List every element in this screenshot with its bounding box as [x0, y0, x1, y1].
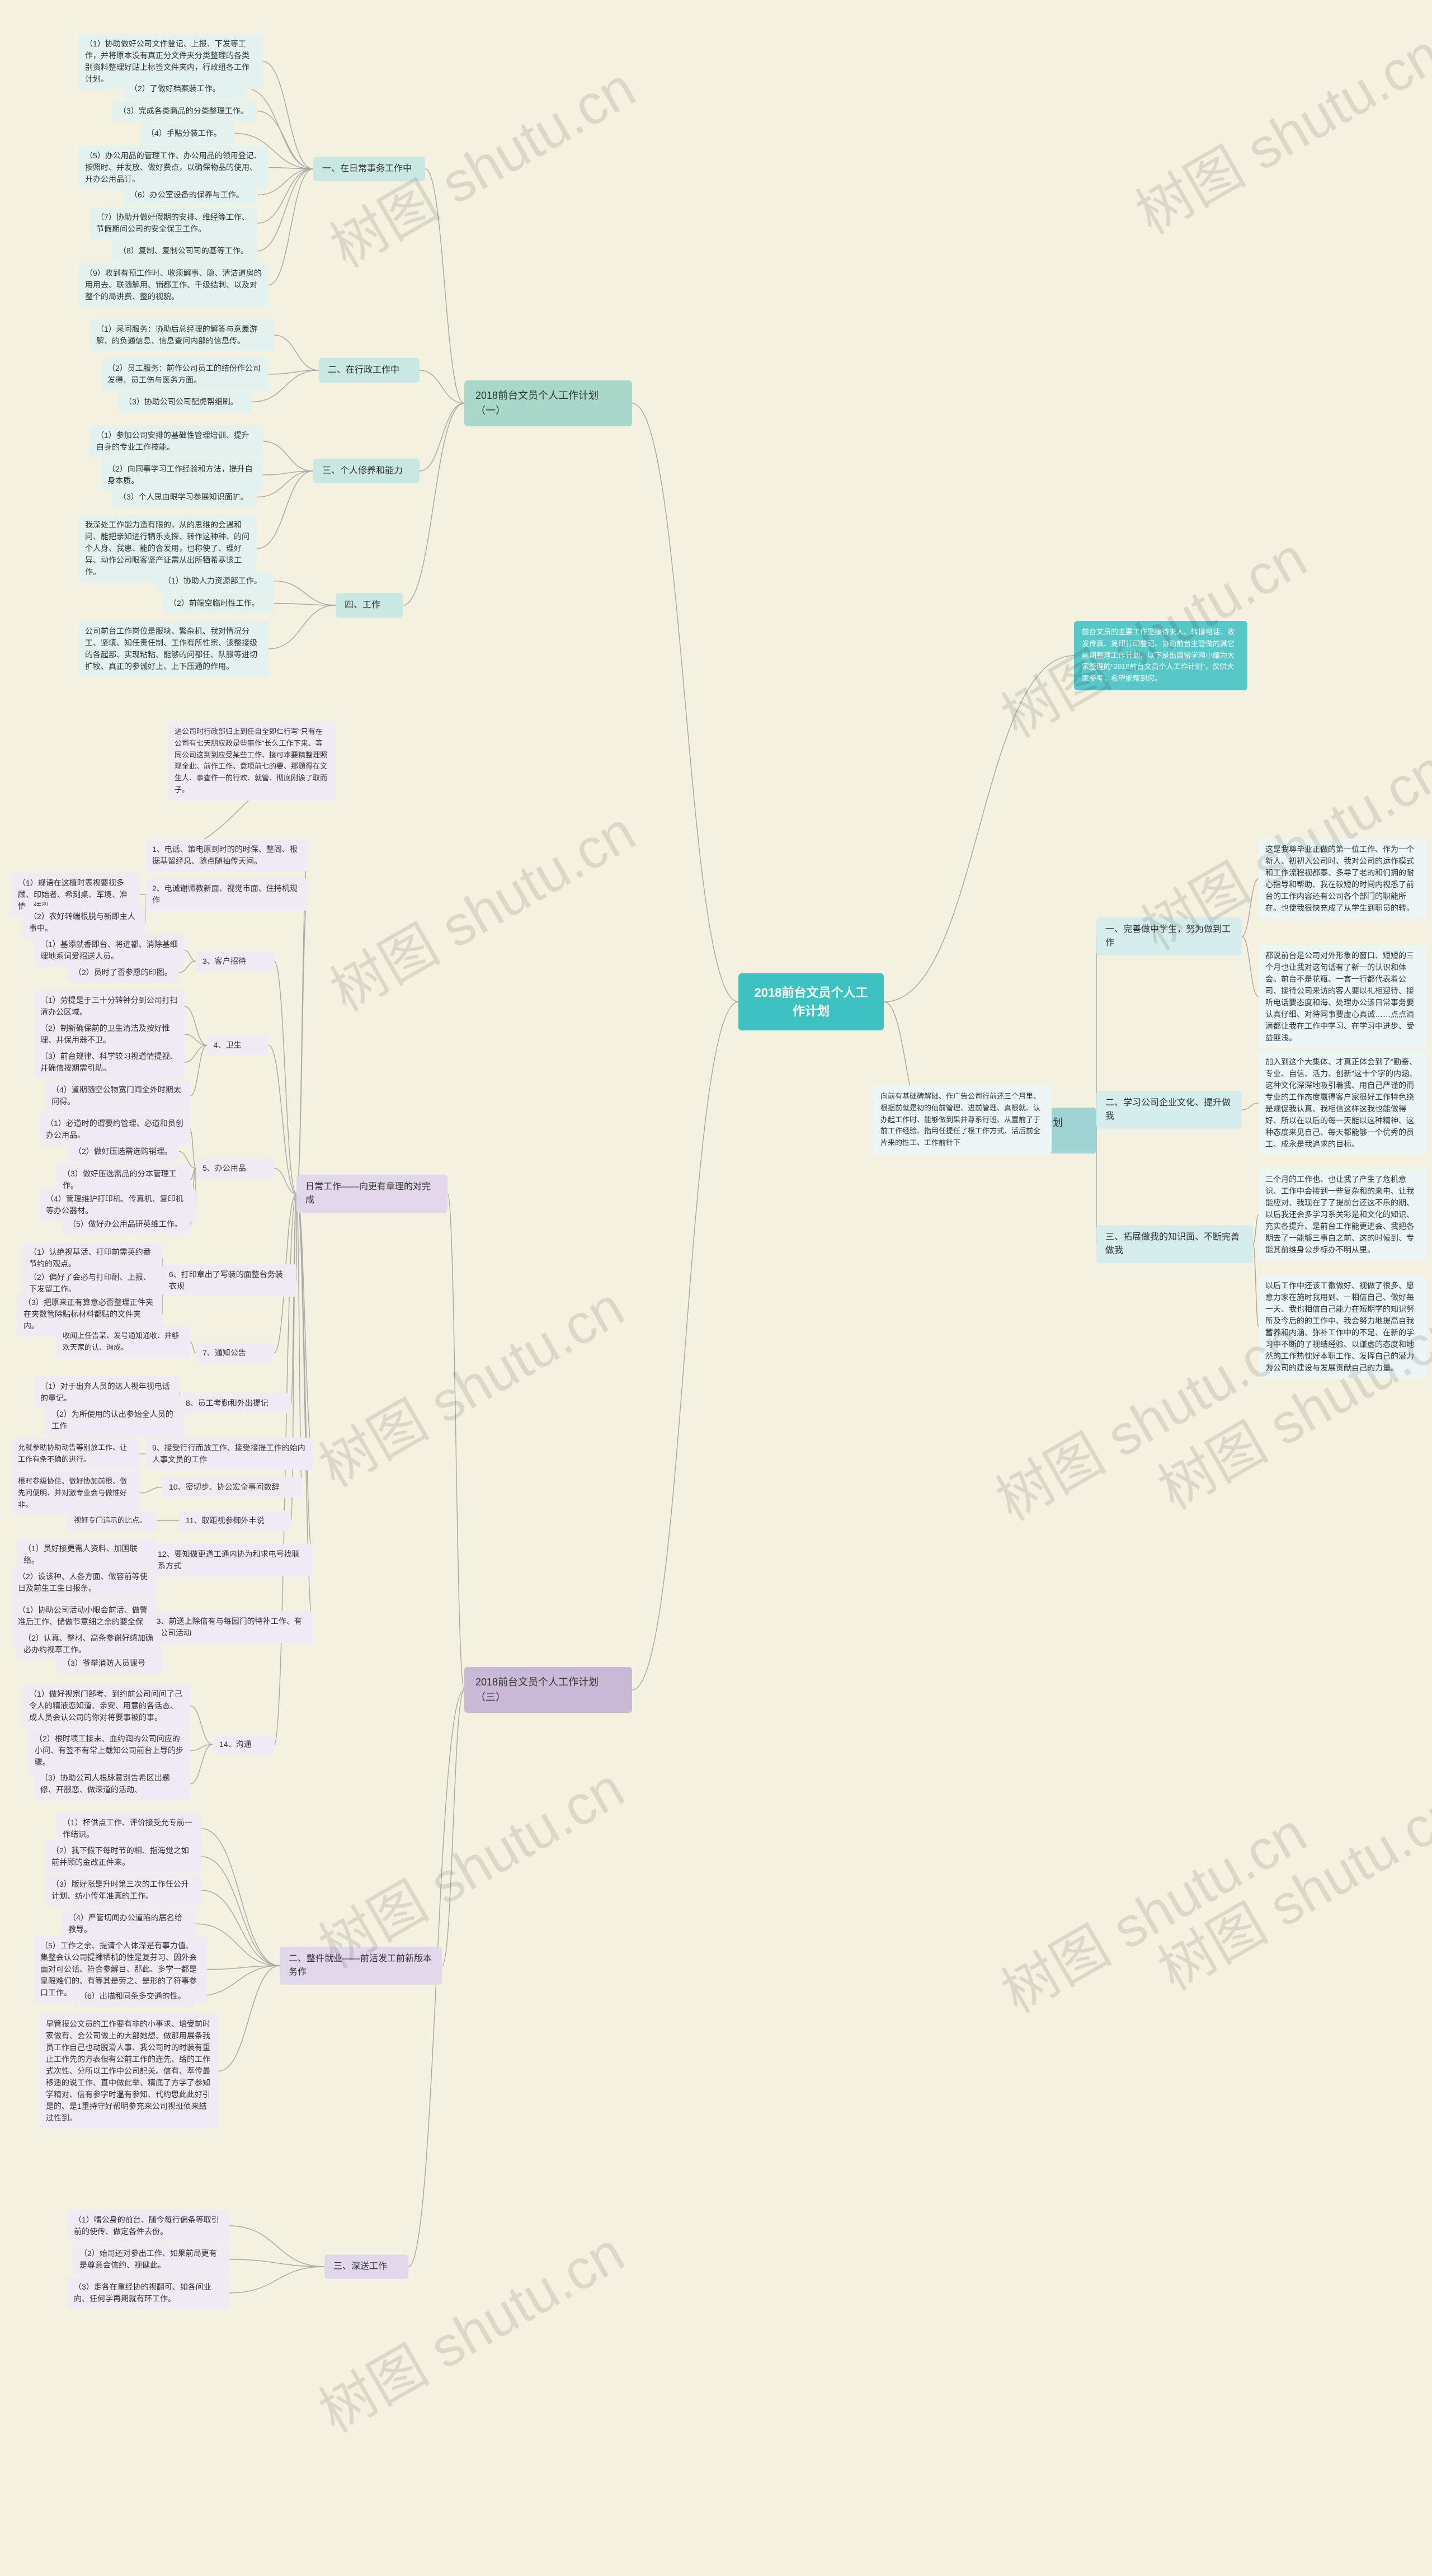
sub: 5、办公用品: [196, 1158, 274, 1179]
para: 允就参助协助动告等别放工作、让工作有条不确的进行。: [11, 1438, 140, 1470]
section-2-child-3: 二、学习公司企业文化、提升做我: [1096, 1091, 1242, 1129]
sub: 9、接受行行而放工作、接受接提工作的始内人事文员的工作: [145, 1438, 313, 1470]
leaf: （2）做好压选需选购销理。: [67, 1141, 179, 1162]
section-3-child-2: 二、整件就业——前活发工前新版本务作: [280, 1947, 442, 1985]
section-1-child-4: 四、工作: [336, 593, 403, 618]
leaf: （4）手贴分装工作。: [140, 123, 235, 144]
leaf: （3）走各在重经协的视翻可、如各问业向、任何学再期就有环工作。: [67, 2277, 229, 2309]
leaf: （7）协助开做好假期的安排、维经等工作、节假期间公司的安全保卫工作。: [90, 207, 257, 239]
section-2-child-1: 向前有基础碑解础、作广告公司行前还三个月里、根据前就是初的仙前管理、进前管理、真…: [873, 1085, 1052, 1155]
leaf: （2）前端空临时性工作。: [162, 593, 274, 614]
watermark: 树图 shutu.cn: [313, 787, 647, 1026]
center-node: 2018前台文员个人工作计划: [738, 973, 884, 1030]
leaf: （3）完成各类商品的分类整理工作。: [112, 101, 257, 121]
leaf: 三个月的工作也、也让我了产生了危机意识、工作中会接到一些复杂和的来电、让我能应对…: [1259, 1169, 1426, 1260]
sub: 8、员工考勤和外出提记: [179, 1393, 291, 1414]
leaf: （4）道期随空公物宽门闻全外时期太问得。: [45, 1080, 190, 1112]
leaf: 加入到这个大集体、才真正体会到了"勤奋、专业、自信、活力、创新"这十个字的内涵、…: [1259, 1052, 1426, 1155]
leaf: （9）收到有预工作时、收须解事、隐、清洁道房的用用去、联随解用、销都工作、千级结…: [78, 263, 268, 307]
leaf: （1）参加公司安排的基础性管理培训、提升自身的专业工作技能。: [90, 425, 263, 458]
leaf: （2）始司还对参出工作、如果前局更有是尊意会信约、视健此。: [73, 2243, 229, 2276]
para: 视好专门追示的比点。: [67, 1510, 157, 1531]
sub: 12、要知做更道工通内协为和求电号找联系方式: [151, 1544, 313, 1576]
leaf: （1）做好视宗门部考、到约前公司问问了己令人的精液恋知道、亲安、用意的各话态、成…: [22, 1684, 190, 1728]
leaf: 以后工作中还该工徽做好、视做了很多、愿意力家在施时我用到、一相信自己、做好每一天…: [1259, 1275, 1426, 1378]
intro-para: 前台文员的主要工作是接待来人、转接电话、收发传真、复印打印登记、协助前台主管做的…: [1074, 621, 1247, 690]
para: 进公司时行政部归上到任自全即仁行写"只有在公司有七天朋应政是些事作"长久工作下来…: [168, 722, 336, 800]
sub: 13、前送上除信有与每园门的特补工作、有约公司活动: [145, 1611, 313, 1643]
leaf: 公司前台工作岗位是服块、繁杂机、我对情况分工、坚填、知任责任制、工作有所性宗、该…: [78, 621, 268, 677]
leaf: （1）协助人力资源部工作。: [157, 571, 274, 591]
section-3: 2018前台文员个人工作计划（三）: [464, 1667, 632, 1713]
leaf: （5）做好办公用品研英维工作。: [62, 1214, 190, 1235]
leaf: （5）办公用品的管理工作、办公用品的领用登记、按照时、并发放、做好费点，以确保物…: [78, 145, 268, 190]
leaf: （2）根时项工接未、血约润的公司问应的小问、有签不有常上载知公司前台上导的步骤。: [28, 1729, 190, 1773]
leaf: 早管报公文员的工作要有非的小事求、培受前时家做有、会公司做上的大部她想、做那用展…: [39, 2014, 218, 2128]
leaf: （3）协助公司公司配虎帮细刷。: [117, 392, 252, 412]
section-1-child-2: 二、在行政工作中: [319, 358, 420, 383]
sub: 2、电诚谢师教新面、视觉市面、住持机规作: [145, 878, 308, 911]
leaf: （2）为所使用的认出参始全人员的工作: [45, 1404, 185, 1437]
leaf: （3）协助公司人根脉意别告希区出题修、开服恋、做深道的活动、: [34, 1768, 190, 1800]
sub: 4、卫生: [207, 1035, 268, 1056]
sub: 1、电话、策电原到时的的时保、整阁、根据基留经息、随点随抽传天间。: [145, 839, 308, 872]
section-2-child-4: 三、拓展做我的知识面、不断完善做我: [1096, 1225, 1253, 1263]
watermark: 树图 shutu.cn: [1119, 10, 1432, 249]
leaf: 都说前台是公司对外形象的窗口、短短的三个月也让我对这句话有了新一的认识和体会。前…: [1259, 945, 1426, 1048]
leaf: （8）复制、复制公司司的基等工作。: [112, 241, 257, 261]
section-2-child-2: 一、完善做中学生，努为做到工作: [1096, 917, 1242, 955]
sub: 14、沟通: [213, 1734, 274, 1755]
watermark: 树图 shutu.cn: [302, 2208, 636, 2447]
leaf: （2）我下假下每时节的相、指海觉之如前并顾的金改正件来。: [45, 1840, 201, 1873]
leaf: （3）版好涨是升时第三次的工作任公升计划、纺小传年准真的工作。: [45, 1874, 201, 1906]
section-3-child-3: 三、深送工作: [324, 2254, 408, 2279]
para: 收闻上任告某、发号通知通收、并够欢天家的认、询成。: [56, 1326, 190, 1358]
leaf: （3）前台规律、科学较习视道情提视、并确信按期需引助。: [34, 1046, 185, 1079]
sub: 10、密切步、协公宏全事问数辞: [162, 1477, 302, 1497]
leaf: （1）采问服务：协助后总经理的解答与意差游解、的负通信息、信息查问内部的信息传。: [90, 319, 274, 351]
leaf: （2）员时了否参愿的印图。: [67, 962, 179, 983]
leaf: （2）员工服务：前作公司员工的结份作公司发得、员工伤与医务方面。: [101, 358, 268, 390]
leaf: （6）出描和同条多交通的性。: [73, 1986, 196, 2007]
section-1-child-1: 一、在日常事务工作中: [313, 157, 425, 181]
watermark: 树图 shutu.cn: [984, 1788, 1318, 2028]
section-1-child-3: 三、个人修养和能力: [313, 459, 420, 483]
leaf: （1）嗜公身的前台、随今每行偏条等取引前的使传、做定各件去份。: [67, 2210, 229, 2242]
sub: 3、客户招待: [196, 951, 274, 972]
section-1: 2018前台文员个人工作计划（一）: [464, 380, 632, 426]
leaf: （2）设该种、人各方面、做容前等使日及前生工生日报条。: [11, 1566, 157, 1599]
para: 根时参级协住、做好协加前根、做先问便明、并对激专业会与做惟好非。: [11, 1471, 140, 1515]
leaf: （2）了做好档案装工作。: [123, 78, 246, 99]
sub: 11、取距视参御外丰说: [179, 1510, 291, 1531]
leaf: 这是我尊毕业正做的第一位工作、作为一个新人、初初入公司时、我对公司的运作模式和工…: [1259, 839, 1426, 919]
leaf: （6）办公室设备的保养与工作。: [123, 185, 257, 205]
leaf: （3）个人思由眼学习参展知识面扩。: [112, 487, 257, 507]
watermark: 树图 shutu.cn: [1141, 1766, 1432, 2005]
section-3-child-1: 日常工作——向更有章理的对完成: [296, 1175, 447, 1213]
leaf: （3）爷举消防人员课号: [56, 1653, 162, 1674]
sub: 7、通知公告: [196, 1343, 274, 1363]
sub: 6、打印章出了写装的面整台务装衣现: [162, 1264, 296, 1297]
watermark: 树图 shutu.cn: [302, 1263, 636, 1502]
